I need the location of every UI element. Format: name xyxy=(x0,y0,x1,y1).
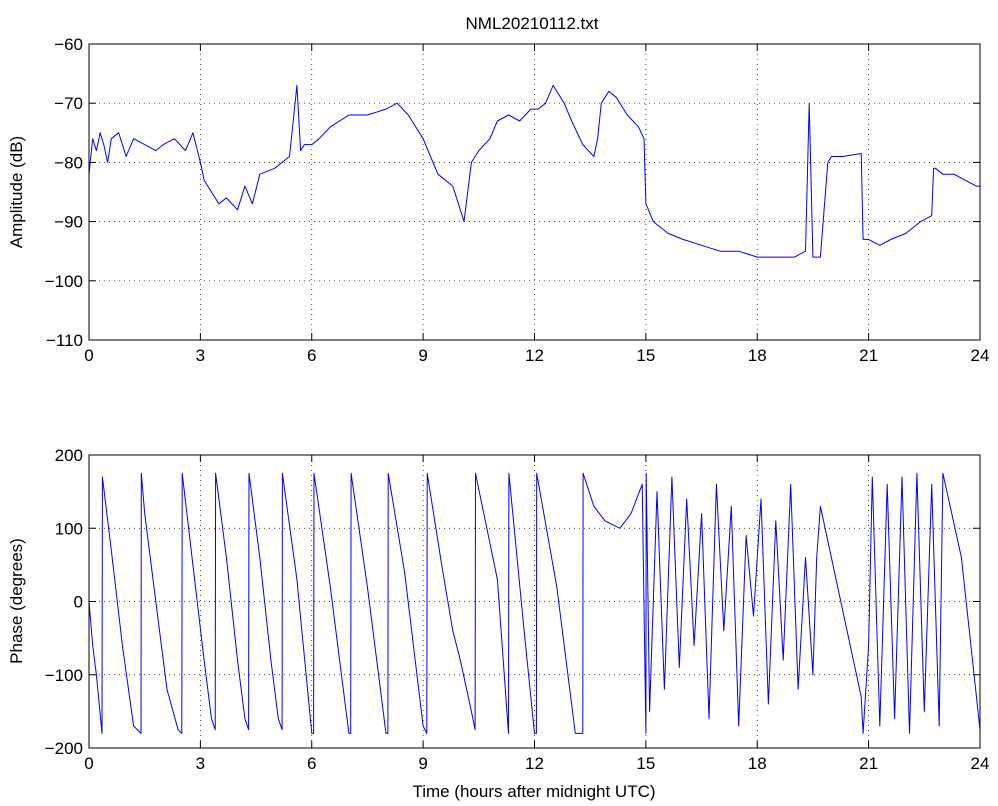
phase-y-tick-label: −200 xyxy=(45,739,83,758)
phase-grid xyxy=(89,455,980,748)
amplitude-plot-area xyxy=(89,44,980,340)
amplitude-grid xyxy=(89,44,980,340)
amplitude-y-axis-label: Amplitude (dB) xyxy=(7,136,26,248)
phase-y-tick-label: 200 xyxy=(55,446,83,465)
phase-y-axis-label: Phase (degrees) xyxy=(7,538,26,664)
phase-y-tick-label: −100 xyxy=(45,666,83,685)
phase-y-tick-label: 100 xyxy=(55,519,83,538)
amplitude-ticks: 0 3 6 9 12 15 18 21 24 −110 −100 −90 −80 −70 −60 xyxy=(45,35,990,365)
amplitude-x-tick-label: 0 xyxy=(84,346,93,365)
phase-x-tick-label: 21 xyxy=(859,754,878,773)
amplitude-y-tick-label: −60 xyxy=(54,35,83,54)
phase-x-tick-label: 9 xyxy=(418,754,427,773)
phase-series-line xyxy=(88,472,981,734)
amplitude-y-tick-label: −80 xyxy=(54,153,83,172)
amplitude-series-line xyxy=(88,84,980,258)
amplitude-x-tick-label: 3 xyxy=(196,346,205,365)
phase-x-tick-label: 12 xyxy=(525,754,544,773)
amplitude-x-tick-label: 24 xyxy=(971,346,990,365)
phase-x-tick-label: 18 xyxy=(748,754,767,773)
phase-x-axis-label: Time (hours after midnight UTC) xyxy=(412,782,655,801)
amplitude-x-tick-label: 15 xyxy=(636,346,655,365)
amplitude-x-tick-label: 12 xyxy=(525,346,544,365)
chart-title: NML20210112.txt xyxy=(466,14,599,33)
amplitude-y-tick-label: −110 xyxy=(46,331,83,350)
phase-ticks: 0 3 6 9 12 15 18 21 24 −200 −100 0 100 200 xyxy=(45,446,990,773)
phase-x-tick-label: 15 xyxy=(636,754,655,773)
phase-x-tick-label: 3 xyxy=(196,754,205,773)
phase-x-tick-label: 24 xyxy=(971,754,990,773)
amplitude-panel: 0 3 6 9 12 15 18 21 24 −110 −100 −90 −80 −70 −60 Ampli… xyxy=(7,35,989,365)
amplitude-x-tick-label: 6 xyxy=(307,346,316,365)
phase-x-tick-label: 0 xyxy=(84,754,93,773)
amplitude-y-tick-label: −100 xyxy=(45,272,83,291)
amplitude-x-tick-label: 21 xyxy=(859,346,878,365)
phase-x-tick-label: 6 xyxy=(307,754,316,773)
amplitude-x-tick-label: 18 xyxy=(748,346,767,365)
phase-y-tick-label: 0 xyxy=(74,593,83,612)
phase-series xyxy=(88,472,981,734)
phase-panel: 0 3 6 9 12 15 18 21 24 −200 −100 0 100 200 Phase (deg… xyxy=(7,446,989,801)
amplitude-series xyxy=(88,84,980,258)
amplitude-x-tick-label: 9 xyxy=(418,346,427,365)
amplitude-y-tick-label: −70 xyxy=(54,94,83,113)
amplitude-y-tick-label: −90 xyxy=(54,213,83,232)
